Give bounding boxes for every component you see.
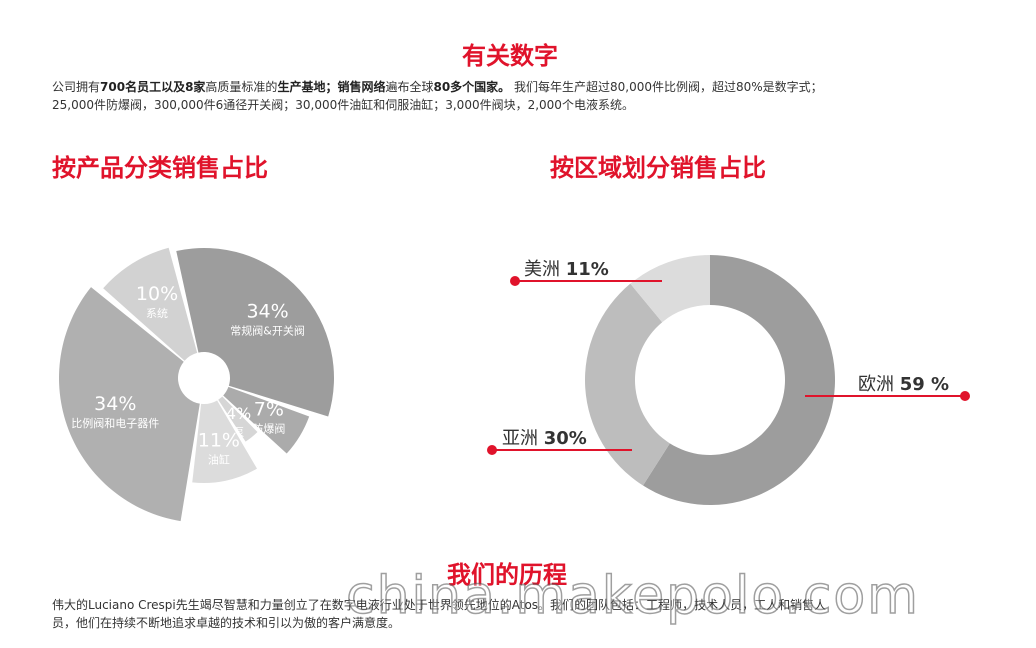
intro-bold: 700名员工以及8家 xyxy=(100,80,206,94)
intro-bold: 生产基地；销售网络 xyxy=(277,80,386,94)
product-slice-value-label: 4% xyxy=(226,404,251,423)
watermark: china.makepolo.com xyxy=(345,565,920,627)
intro-text: 公司拥有 xyxy=(52,80,101,94)
intro-text: 高质量标准的 xyxy=(205,80,278,94)
product-slice-4 xyxy=(59,287,200,522)
region-sales-chart: 欧洲 59 % 亚洲 30% 美洲 11% xyxy=(487,255,970,505)
section-title-numbers: 有关数字 xyxy=(462,42,558,70)
product-slice-category-label: 比例阀和电子器件 xyxy=(71,416,159,430)
product-slice-1 xyxy=(223,386,310,454)
intro-paragraph: 公司拥有700名员工以及8家高质量标准的生产基地；销售网络遍布全球80多个国家。… xyxy=(52,78,982,114)
region-leader-dot xyxy=(510,276,520,286)
product-slice-value-label: 34% xyxy=(246,301,288,323)
product-slice-value-label: 11% xyxy=(198,429,240,451)
region-leader-dot xyxy=(487,445,497,455)
product-slice-3 xyxy=(192,400,258,483)
intro-line2: 25,000件防爆阀，300,000件6通径开关阀；30,000件油缸和伺服油缸… xyxy=(52,98,634,112)
product-slice-value-label: 34% xyxy=(94,393,136,415)
intro-bold: 80多个国家。 xyxy=(433,80,511,94)
product-slice-category-label: 常规阀&开关阀 xyxy=(230,324,305,338)
intro-text: 我们每年生产超过80,000件比例阀，超过80%是数字式； xyxy=(510,80,823,94)
product-slice-5 xyxy=(103,247,198,361)
product-slice-2 xyxy=(218,396,258,442)
history-paragraph: 伟大的Luciano Crespi先生竭尽智慧和力量创立了在数字电液行业处于世界… xyxy=(52,596,982,632)
region-label: 欧洲 59 % xyxy=(858,374,949,395)
region-slice-1 xyxy=(585,283,670,486)
history-title: 我们的历程 xyxy=(447,561,567,589)
history-line2: 员，他们在持续不断地追求卓越的技术和引以为傲的客户满意度。 xyxy=(52,616,401,630)
product-slice-category-label: 油缸 xyxy=(208,452,230,466)
product-slice-0 xyxy=(176,248,334,417)
region-chart-title: 按区域划分销售占比 xyxy=(550,154,766,182)
history-line1: 伟大的Luciano Crespi先生竭尽智慧和力量创立了在数字电液行业处于世界… xyxy=(52,598,827,612)
product-slice-value-label: 7% xyxy=(254,398,284,420)
product-slice-category-label: 防爆阀 xyxy=(252,421,285,435)
region-leader-dot xyxy=(960,391,970,401)
intro-text: 遍布全球 xyxy=(385,80,434,94)
region-label: 亚洲 30% xyxy=(502,428,587,449)
product-chart-title: 按产品分类销售占比 xyxy=(52,154,268,182)
product-slice-category-label: 系统 xyxy=(146,307,168,320)
region-label: 美洲 11% xyxy=(524,259,609,280)
product-slice-category-label: 泵 xyxy=(233,426,244,439)
region-slice-2 xyxy=(630,255,710,323)
region-slice-0 xyxy=(643,255,835,505)
product-slice-value-label: 10% xyxy=(136,283,178,305)
